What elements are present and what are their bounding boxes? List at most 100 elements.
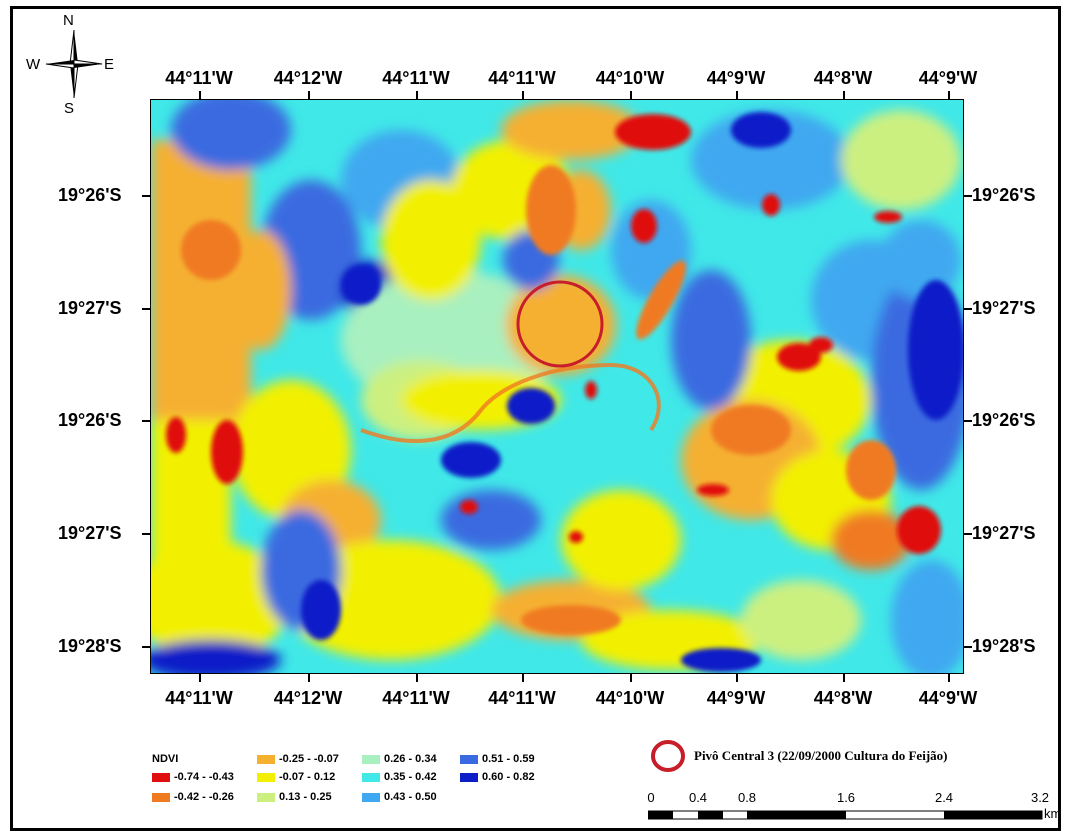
bottom-longitude-label: 44°11'W: [165, 688, 233, 708]
right-latitude-label: 19°27'S: [972, 298, 1036, 318]
legend-item: 0.43 - 0.50: [362, 791, 437, 803]
legend-label: 0.35 - 0.42: [384, 771, 437, 783]
legend-item: -0.74 - -0.43: [152, 771, 234, 783]
north-arrow: [44, 14, 104, 114]
bottom-longitude-label: 44°9'W: [706, 688, 766, 708]
grid-tick: [308, 91, 310, 99]
grid-tick: [843, 91, 845, 99]
legend-item: -0.42 - -0.26: [152, 791, 234, 803]
scale-label: 2.4: [934, 790, 954, 805]
pivot-legend-label: Pivô Central 3 (22/09/2000 Cultura do Fe…: [694, 748, 948, 763]
grid-tick: [964, 195, 972, 197]
bottom-longitude-label: 44°11'W: [488, 688, 556, 708]
left-latitude-label: 19°28'S: [58, 636, 122, 656]
legend-swatch: [362, 772, 380, 782]
grid-tick: [199, 674, 201, 682]
scale-label: 0: [647, 790, 655, 805]
left-latitude-label: 19°26'S: [58, 185, 122, 205]
compass-south-label: S: [64, 100, 75, 117]
ndvi-map-svg: [151, 100, 963, 673]
top-longitude-label: 44°9'W: [918, 68, 978, 88]
grid-tick: [948, 674, 950, 682]
scale-label: 0.8: [737, 790, 757, 805]
legend-item: -0.25 - -0.07: [257, 753, 339, 765]
right-latitude-label: 19°26'S: [972, 410, 1036, 430]
top-longitude-label: 44°8'W: [813, 68, 873, 88]
grid-tick: [308, 674, 310, 682]
grid-tick: [964, 308, 972, 310]
top-longitude-label: 44°10'W: [595, 68, 665, 88]
top-longitude-label: 44°9'W: [706, 68, 766, 88]
legend-item: 0.13 - 0.25: [257, 791, 332, 803]
legend-label: 0.43 - 0.50: [384, 791, 437, 803]
legend-label: -0.07 - 0.12: [279, 771, 336, 783]
top-longitude-label: 44°12'W: [273, 68, 343, 88]
legend-item: -0.07 - 0.12: [257, 771, 335, 783]
grid-tick: [964, 646, 972, 648]
grid-tick: [416, 91, 418, 99]
grid-tick: [964, 420, 972, 422]
grid-tick: [142, 308, 150, 310]
legend-swatch: [257, 754, 275, 764]
scale-bar-graphic: [648, 810, 1043, 820]
right-latitude-label: 19°26'S: [972, 185, 1036, 205]
left-latitude-label: 19°27'S: [58, 523, 122, 543]
grid-tick: [948, 91, 950, 99]
top-longitude-label: 44°11'W: [382, 68, 450, 88]
grid-tick: [142, 420, 150, 422]
scale-label: 1.6: [836, 790, 856, 805]
legend-label: -0.74 - -0.43: [174, 771, 234, 783]
compass-west-label: W: [26, 56, 41, 73]
top-longitude-label: 44°11'W: [165, 68, 233, 88]
grid-tick: [736, 91, 738, 99]
compass-east-label: E: [104, 56, 115, 73]
grid-tick: [522, 91, 524, 99]
right-latitude-label: 19°28'S: [972, 636, 1036, 656]
grid-tick: [964, 533, 972, 535]
legend-label: 0.60 - 0.82: [482, 771, 535, 783]
left-latitude-label: 19°27'S: [58, 298, 122, 318]
pivot-legend: Pivô Central 3 (22/09/2000 Cultura do Fe…: [648, 738, 1048, 774]
compass-rose-icon: [45, 29, 103, 99]
legend-swatch: [257, 772, 275, 782]
grid-tick: [630, 674, 632, 682]
legend-label: 0.13 - 0.25: [279, 791, 332, 803]
bottom-longitude-label: 44°9'W: [918, 688, 978, 708]
legend-swatch: [460, 754, 478, 764]
grid-tick: [142, 195, 150, 197]
right-latitude-label: 19°27'S: [972, 523, 1036, 543]
grid-tick: [142, 533, 150, 535]
top-longitude-label: 44°11'W: [488, 68, 556, 88]
legend-label: 0.26 - 0.34: [384, 753, 437, 765]
ndvi-raster-map: [150, 99, 964, 674]
legend-swatch: [362, 792, 380, 802]
grid-tick: [199, 91, 201, 99]
grid-tick: [522, 674, 524, 682]
grid-tick: [416, 674, 418, 682]
legend-swatch: [362, 754, 380, 764]
grid-tick: [630, 91, 632, 99]
legend-swatch: [152, 792, 170, 802]
pivot-circle-icon: [651, 740, 685, 772]
grid-tick: [843, 674, 845, 682]
legend-swatch: [257, 792, 275, 802]
scale-label: 3.2: [1030, 790, 1050, 805]
legend-label: 0.51 - 0.59: [482, 753, 535, 765]
scale-label: 0.4: [688, 790, 708, 805]
grid-tick: [142, 646, 150, 648]
compass-north-label: N: [63, 12, 74, 29]
bottom-longitude-label: 44°10'W: [595, 688, 665, 708]
legend-item: 0.51 - 0.59: [460, 753, 535, 765]
bottom-longitude-label: 44°8'W: [813, 688, 873, 708]
pivot-circle-marker: [516, 280, 604, 368]
bottom-longitude-label: 44°12'W: [273, 688, 343, 708]
legend-item: 0.60 - 0.82: [460, 771, 535, 783]
scale-unit: km: [1044, 806, 1062, 821]
legend-title: NDVI: [152, 753, 179, 765]
legend-swatch: [152, 772, 170, 782]
left-latitude-label: 19°26'S: [58, 410, 122, 430]
legend-swatch: [460, 772, 478, 782]
grid-tick: [736, 674, 738, 682]
legend-item: 0.26 - 0.34: [362, 753, 437, 765]
bottom-longitude-label: 44°11'W: [382, 688, 450, 708]
